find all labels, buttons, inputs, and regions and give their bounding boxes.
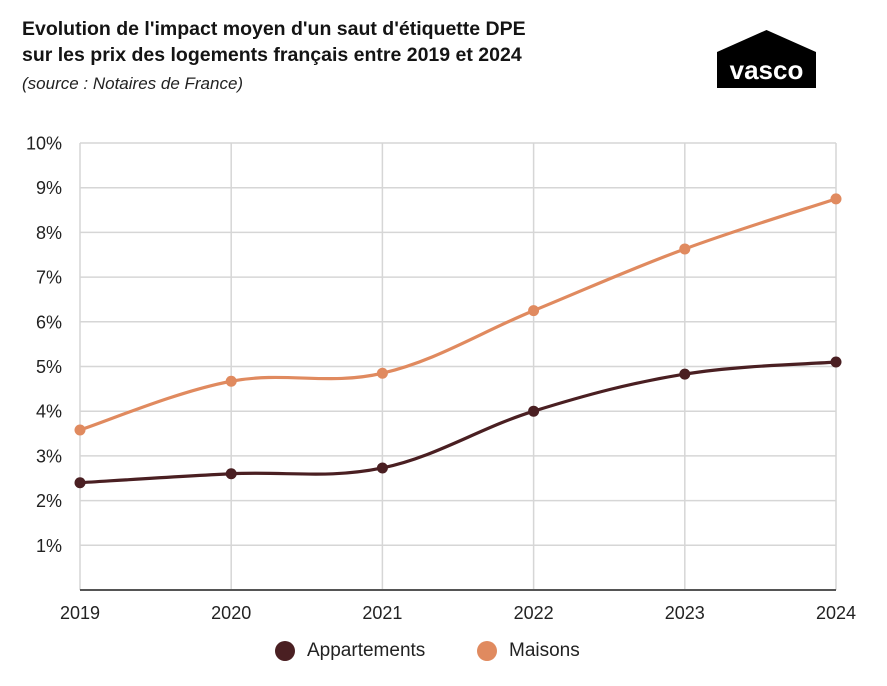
x-tick-label: 2023 bbox=[665, 603, 705, 623]
legend-marker-maisons bbox=[477, 641, 497, 661]
x-tick-label: 2019 bbox=[60, 603, 100, 623]
data-point-maisons[interactable] bbox=[225, 375, 237, 387]
data-point-maisons[interactable] bbox=[830, 193, 842, 205]
series-line-maisons bbox=[78, 197, 838, 432]
chart-subtitle: (source : Notaires de France) bbox=[22, 74, 244, 93]
data-point-maisons[interactable] bbox=[74, 424, 86, 436]
title-line-2: sur les prix des logements français entr… bbox=[22, 44, 522, 66]
house-roof-logo-icon bbox=[717, 30, 816, 88]
y-tick-label: 7% bbox=[36, 268, 62, 288]
legend-item-appartements[interactable]: Appartements bbox=[275, 640, 425, 662]
x-tick-label: 2022 bbox=[514, 603, 554, 623]
data-point-maisons[interactable] bbox=[376, 367, 388, 379]
y-tick-label: 6% bbox=[36, 312, 62, 332]
series-line-appartements bbox=[78, 360, 838, 485]
data-point-maisons[interactable] bbox=[679, 243, 691, 255]
y-tick-label: 8% bbox=[36, 223, 62, 243]
data-point-appartements[interactable] bbox=[225, 468, 237, 480]
legend: Appartements Maisons bbox=[0, 640, 887, 668]
logo-text: vasco bbox=[730, 55, 804, 85]
x-tick-label: 2021 bbox=[362, 603, 402, 623]
y-tick-label: 2% bbox=[36, 491, 62, 511]
y-tick-label: 9% bbox=[36, 178, 62, 198]
x-tick-label: 2024 bbox=[816, 603, 856, 623]
legend-marker-appartements bbox=[275, 641, 295, 661]
series-layer bbox=[74, 193, 842, 489]
vasco-logo: vasco bbox=[717, 30, 816, 88]
legend-label-maisons: Maisons bbox=[509, 640, 580, 661]
y-tick-label: 10% bbox=[26, 134, 62, 154]
data-point-appartements[interactable] bbox=[376, 462, 388, 474]
data-point-appartements[interactable] bbox=[679, 368, 691, 380]
legend-item-maisons[interactable]: Maisons bbox=[477, 640, 580, 662]
y-tick-label: 5% bbox=[36, 357, 62, 377]
y-tick-label: 3% bbox=[36, 446, 62, 466]
grid-layer bbox=[79, 142, 837, 590]
y-tick-label: 1% bbox=[36, 536, 62, 556]
title-line-1: Evolution de l'impact moyen d'un saut d'… bbox=[22, 18, 526, 40]
y-tick-label: 4% bbox=[36, 402, 62, 422]
legend-label-appartements: Appartements bbox=[307, 640, 426, 661]
data-point-maisons[interactable] bbox=[528, 305, 540, 317]
chart-title: Evolution de l'impact moyen d'un saut d'… bbox=[22, 16, 526, 68]
data-point-appartements[interactable] bbox=[830, 356, 842, 368]
data-point-appartements[interactable] bbox=[528, 405, 540, 417]
data-point-appartements[interactable] bbox=[74, 477, 86, 489]
axis-layer: 1% 2% 3% 4% 5% 6% 7% 8% 9% 10% 2019 2020 2021 2022 202… bbox=[26, 134, 856, 624]
x-tick-label: 2020 bbox=[211, 603, 251, 623]
line-chart: 1% 2% 3% 4% 5% 6% 7% 8% 9% 10% 2019 2020 2021 2022 202… bbox=[26, 134, 856, 624]
